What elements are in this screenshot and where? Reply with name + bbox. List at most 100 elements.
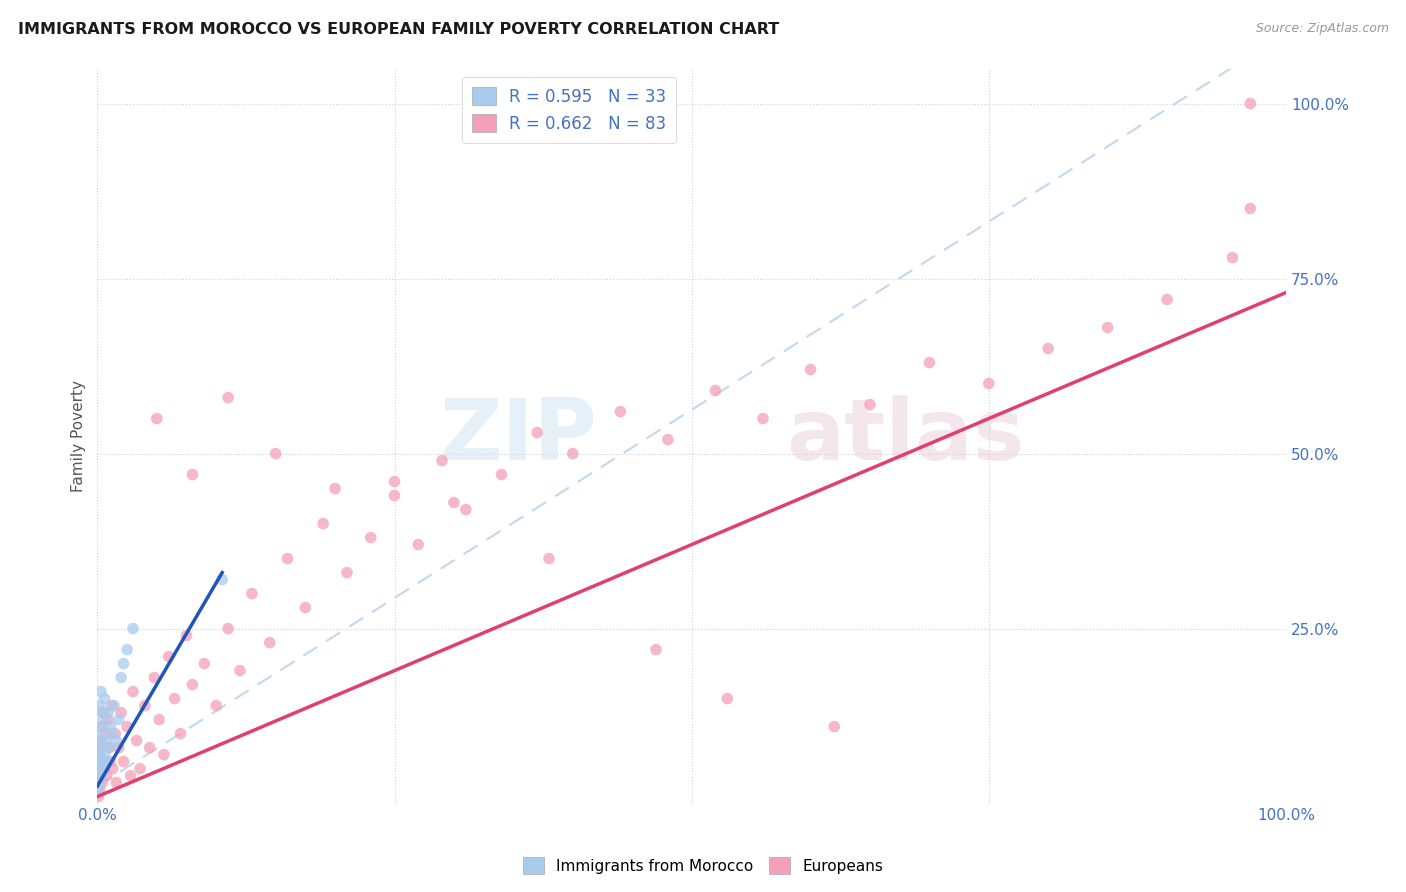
Point bbox=[1239, 202, 1261, 216]
Point bbox=[430, 453, 453, 467]
Point bbox=[1097, 320, 1119, 334]
Point bbox=[143, 671, 166, 685]
Point bbox=[1038, 342, 1060, 356]
Point bbox=[89, 733, 111, 747]
Text: Source: ZipAtlas.com: Source: ZipAtlas.com bbox=[1256, 22, 1389, 36]
Point bbox=[91, 762, 114, 776]
Point bbox=[1239, 96, 1261, 111]
Point bbox=[90, 769, 112, 783]
Point bbox=[217, 622, 239, 636]
Point bbox=[645, 642, 668, 657]
Point bbox=[122, 684, 145, 698]
Point bbox=[148, 713, 170, 727]
Point bbox=[90, 720, 112, 734]
Point bbox=[100, 726, 122, 740]
Point bbox=[100, 720, 122, 734]
Point bbox=[277, 551, 299, 566]
Point bbox=[294, 600, 316, 615]
Point bbox=[859, 398, 882, 412]
Point bbox=[96, 769, 118, 783]
Point bbox=[122, 622, 145, 636]
Point bbox=[526, 425, 548, 440]
Point bbox=[94, 726, 117, 740]
Point bbox=[211, 573, 233, 587]
Point bbox=[537, 551, 560, 566]
Point bbox=[91, 706, 114, 720]
Point bbox=[134, 698, 156, 713]
Point bbox=[87, 726, 110, 740]
Point bbox=[96, 755, 118, 769]
Point bbox=[89, 740, 111, 755]
Point bbox=[609, 404, 631, 418]
Point bbox=[205, 698, 228, 713]
Point bbox=[115, 720, 138, 734]
Point bbox=[110, 706, 132, 720]
Point bbox=[157, 649, 180, 664]
Point bbox=[240, 586, 263, 600]
Point bbox=[90, 733, 112, 747]
Point bbox=[193, 657, 215, 671]
Point bbox=[112, 755, 135, 769]
Point bbox=[103, 698, 125, 713]
Point bbox=[89, 698, 111, 713]
Point bbox=[87, 747, 110, 762]
Point bbox=[561, 446, 583, 460]
Point bbox=[90, 769, 112, 783]
Text: ZIP: ZIP bbox=[439, 394, 596, 477]
Y-axis label: Family Poverty: Family Poverty bbox=[72, 380, 86, 492]
Point bbox=[100, 755, 122, 769]
Point bbox=[89, 775, 111, 789]
Point bbox=[163, 691, 186, 706]
Point bbox=[91, 713, 114, 727]
Point bbox=[443, 495, 465, 509]
Point bbox=[91, 755, 114, 769]
Point bbox=[169, 726, 191, 740]
Point bbox=[384, 489, 406, 503]
Point bbox=[89, 740, 111, 755]
Point bbox=[115, 642, 138, 657]
Point bbox=[98, 740, 121, 755]
Point bbox=[217, 391, 239, 405]
Point bbox=[312, 516, 335, 531]
Point bbox=[110, 671, 132, 685]
Point bbox=[181, 677, 204, 691]
Point bbox=[1222, 251, 1244, 265]
Point bbox=[120, 769, 142, 783]
Point bbox=[918, 355, 941, 369]
Text: IMMIGRANTS FROM MOROCCO VS EUROPEAN FAMILY POVERTY CORRELATION CHART: IMMIGRANTS FROM MOROCCO VS EUROPEAN FAMI… bbox=[18, 22, 779, 37]
Point bbox=[181, 467, 204, 482]
Point bbox=[93, 747, 115, 762]
Point bbox=[360, 531, 382, 545]
Point bbox=[138, 740, 160, 755]
Point bbox=[91, 775, 114, 789]
Point bbox=[264, 446, 287, 460]
Point bbox=[153, 747, 176, 762]
Point bbox=[91, 706, 114, 720]
Point bbox=[89, 762, 111, 776]
Point bbox=[491, 467, 513, 482]
Point bbox=[1156, 293, 1178, 307]
Point bbox=[94, 733, 117, 747]
Point bbox=[97, 706, 120, 720]
Point bbox=[146, 411, 169, 425]
Point bbox=[704, 384, 727, 398]
Point bbox=[87, 769, 110, 783]
Point bbox=[105, 775, 128, 789]
Point bbox=[89, 747, 111, 762]
Point bbox=[129, 762, 152, 776]
Point bbox=[657, 433, 679, 447]
Point bbox=[105, 733, 128, 747]
Point bbox=[977, 376, 1000, 391]
Point bbox=[90, 684, 112, 698]
Point bbox=[125, 733, 148, 747]
Point bbox=[93, 762, 115, 776]
Point bbox=[97, 713, 120, 727]
Point bbox=[87, 755, 110, 769]
Point bbox=[98, 740, 121, 755]
Point bbox=[112, 657, 135, 671]
Point bbox=[104, 726, 127, 740]
Point bbox=[716, 691, 738, 706]
Point bbox=[89, 762, 111, 776]
Point bbox=[259, 635, 281, 649]
Point bbox=[384, 475, 406, 489]
